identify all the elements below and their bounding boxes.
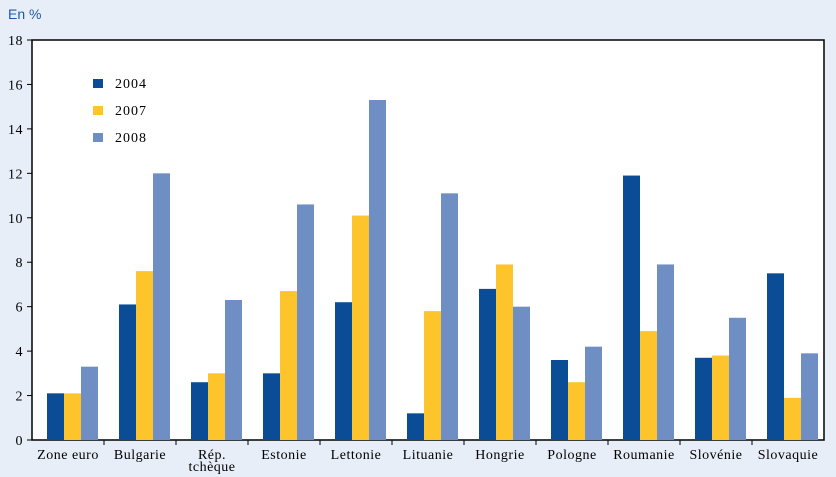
bar-2007 — [352, 215, 369, 440]
bar-2008 — [513, 306, 530, 440]
x-tick-label: Estonie — [261, 448, 307, 463]
bar-2004 — [191, 382, 208, 440]
bar-2007 — [424, 311, 441, 440]
x-tick-label: Rép. tchèque — [188, 448, 235, 475]
bar-2007 — [712, 355, 729, 440]
bar-2007 — [640, 331, 657, 440]
bar-2004 — [551, 360, 568, 440]
bar-2008 — [297, 204, 314, 440]
legend-label: 2008 — [115, 131, 147, 146]
bar-2004 — [119, 304, 136, 440]
y-tick-label: 14 — [8, 123, 23, 138]
y-tick-label: 10 — [8, 212, 23, 227]
x-tick-label: Hongrie — [475, 448, 524, 463]
y-tick-label: 18 — [8, 34, 23, 49]
y-tick-label: 0 — [16, 434, 24, 449]
bar-2004 — [263, 373, 280, 440]
bar-2007 — [280, 291, 297, 440]
bar-2008 — [729, 317, 746, 440]
unit-label: En % — [8, 6, 42, 22]
x-tick-label: Pologne — [547, 448, 596, 463]
legend-label: 2007 — [115, 104, 147, 119]
legend-label: 2004 — [115, 77, 147, 92]
x-tick-label: Lituanie — [403, 448, 454, 463]
x-tick-label: Zone euro — [37, 448, 99, 463]
legend-swatch — [93, 79, 103, 88]
bar-2004 — [695, 357, 712, 440]
legend-swatch — [93, 106, 103, 115]
y-tick-label: 8 — [16, 256, 24, 271]
x-tick-label: Bulgarie — [114, 448, 166, 463]
y-tick-label: 6 — [16, 301, 24, 316]
bar-2007 — [496, 264, 513, 440]
bar-2008 — [225, 300, 242, 440]
bar-2008 — [585, 346, 602, 440]
bar-2004 — [407, 413, 424, 440]
y-tick-label: 4 — [16, 345, 24, 360]
bar-2008 — [441, 193, 458, 440]
bar-2004 — [47, 393, 64, 440]
bar-2004 — [335, 302, 352, 440]
bar-2007 — [64, 393, 81, 440]
bar-2004 — [623, 175, 640, 441]
x-tick-label: Slovénie — [690, 448, 743, 463]
bar-2008 — [81, 366, 98, 440]
y-tick-label: 16 — [8, 78, 23, 93]
bar-2004 — [479, 288, 496, 440]
bar-2007 — [136, 271, 153, 440]
bar-2008 — [369, 100, 386, 440]
bar-2007 — [208, 373, 225, 440]
bar-2004 — [767, 273, 784, 440]
x-tick-label: Roumanie — [613, 448, 675, 463]
bar-2007 — [568, 382, 585, 440]
y-tick-label: 2 — [16, 390, 24, 405]
bar-2008 — [801, 353, 818, 440]
x-tick-label: Slovaquie — [758, 448, 819, 463]
y-tick-label: 12 — [8, 167, 23, 182]
legend-swatch — [93, 133, 103, 142]
bar-2008 — [657, 264, 674, 440]
bar-2007 — [784, 397, 801, 440]
bar-2008 — [153, 173, 170, 441]
x-tick-label: Lettonie — [331, 448, 382, 463]
